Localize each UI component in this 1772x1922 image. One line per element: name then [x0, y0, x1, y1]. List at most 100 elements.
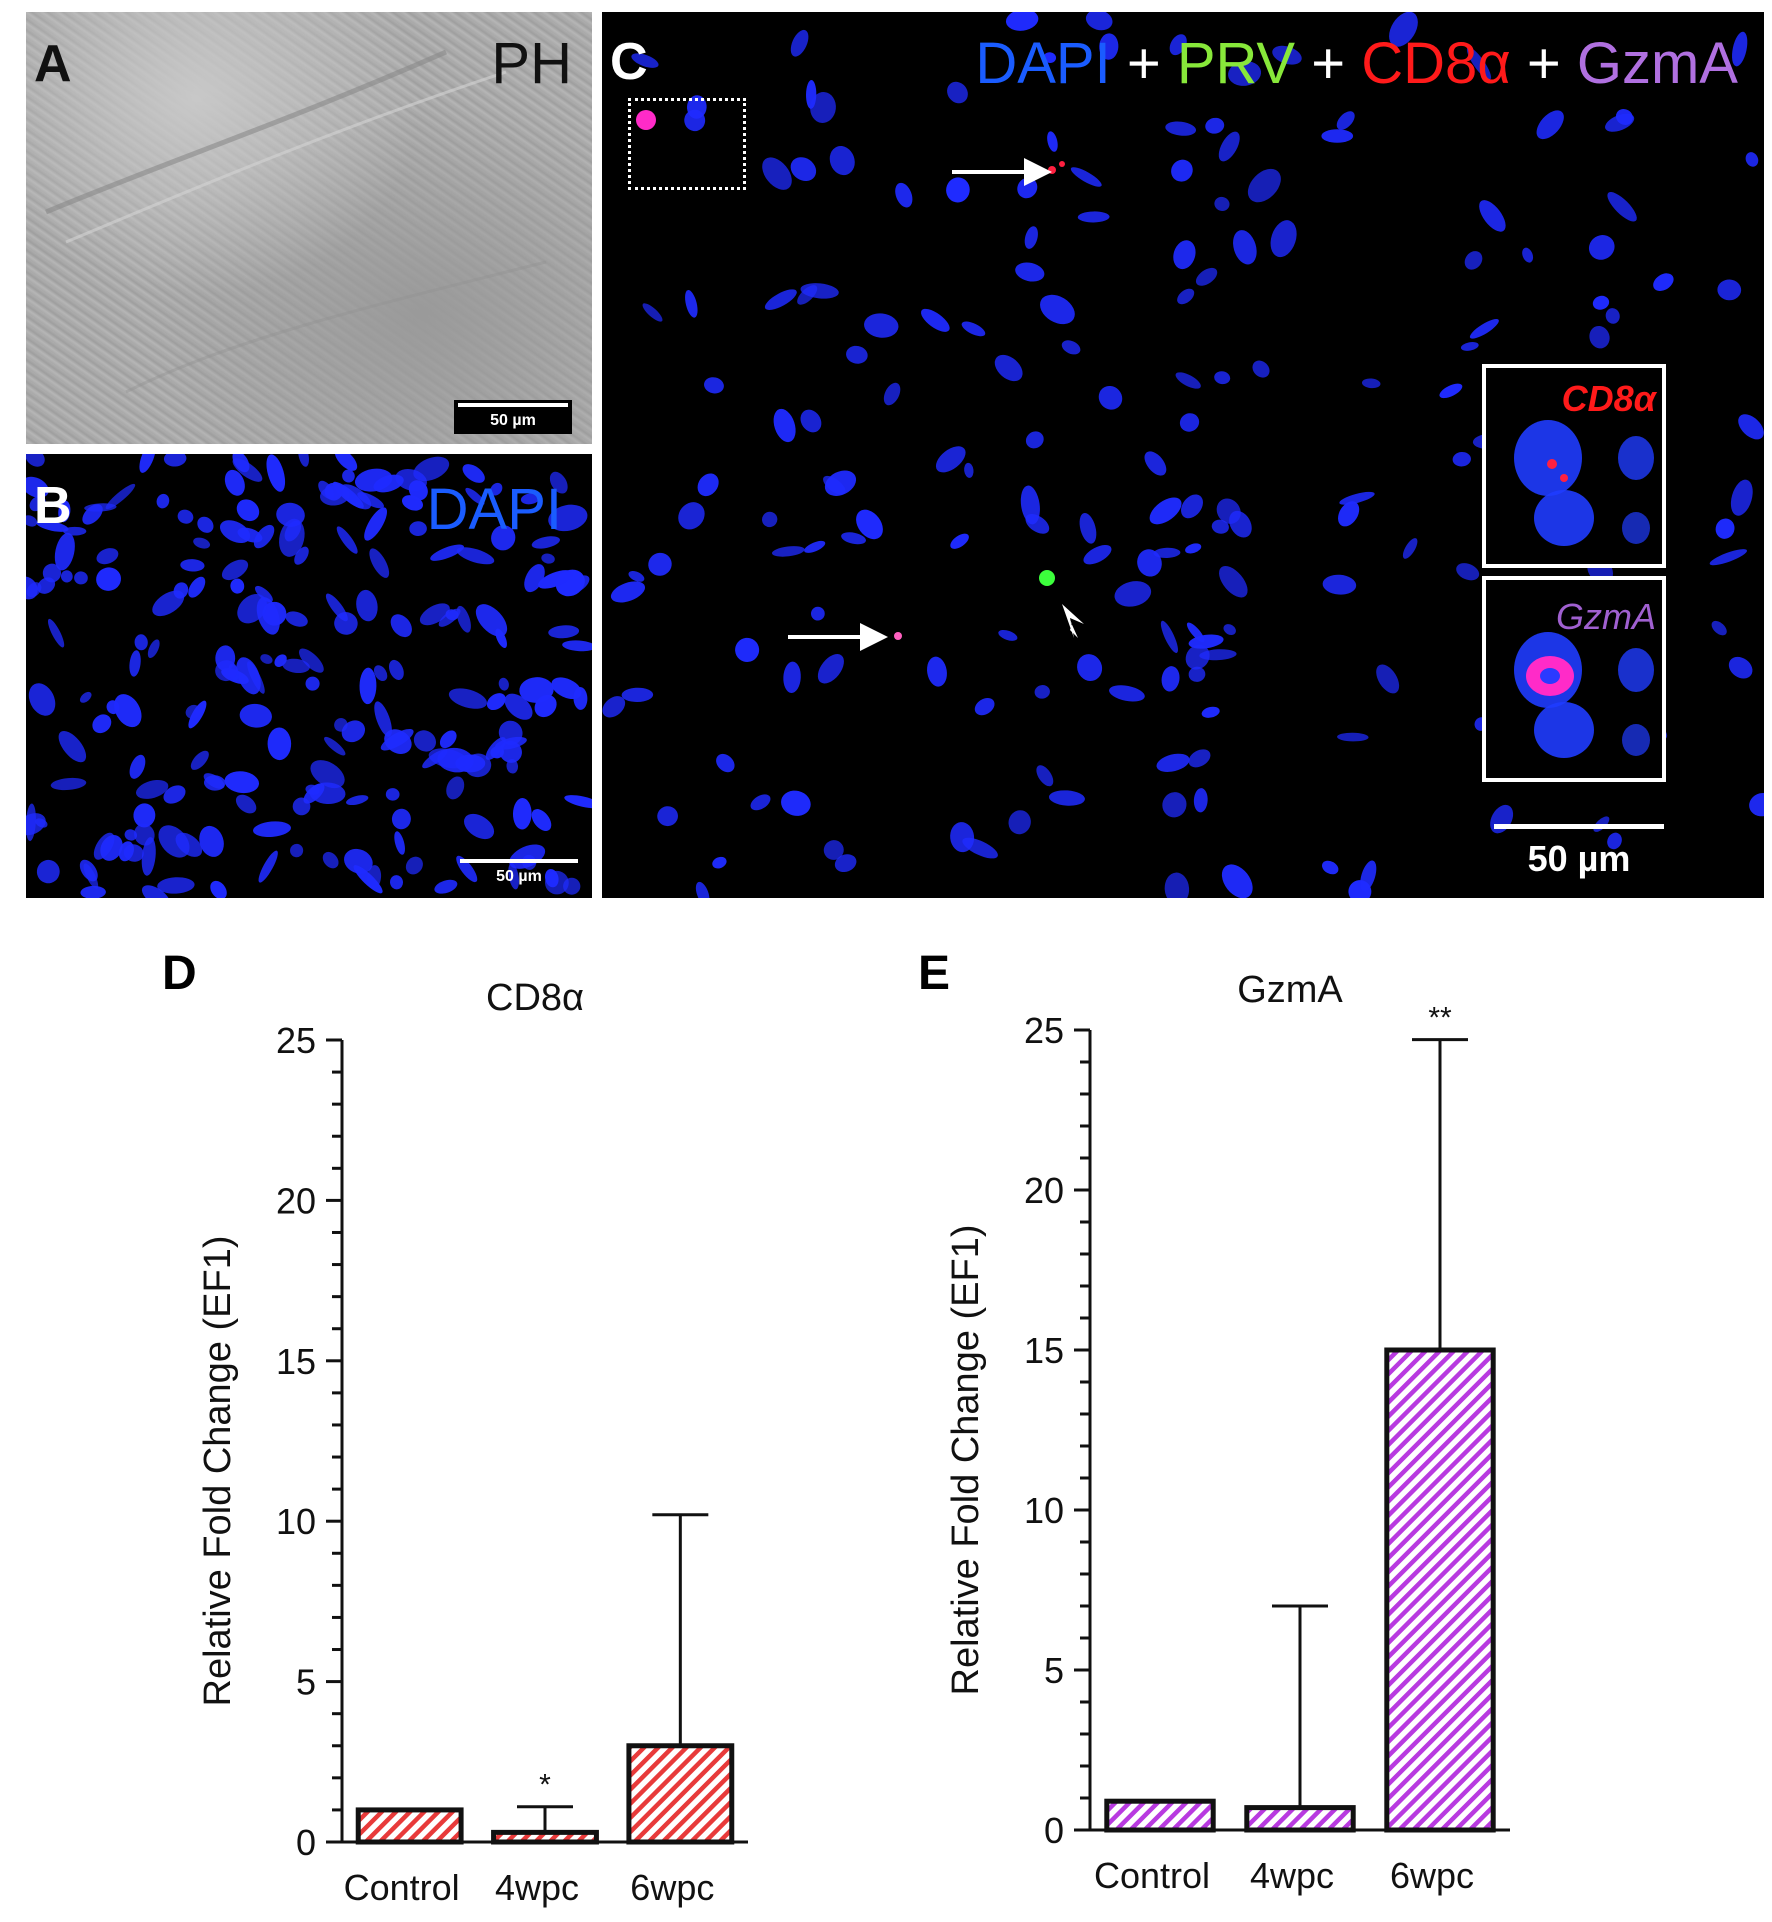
chart-title: CD8α: [486, 977, 584, 1019]
channel-prv: PRV: [1176, 31, 1296, 96]
nucleus: [26, 515, 38, 527]
nucleus: [491, 525, 516, 551]
nucleus: [1188, 666, 1206, 682]
nucleus: [498, 677, 509, 691]
nucleus: [322, 851, 339, 869]
nucleus: [1177, 288, 1195, 305]
nucleus: [163, 454, 187, 467]
nucleus: [697, 473, 719, 497]
nucleus: [1017, 177, 1038, 199]
nucleus: [282, 658, 310, 674]
chart-d-cd8a: CD8α Relative Fold Change (EF1) 0 5 10 15 20 25…: [197, 977, 748, 1908]
nucleus: [359, 667, 377, 705]
nucleus: [1361, 378, 1381, 389]
nucleus: [1043, 52, 1057, 63]
nucleus: [157, 877, 195, 894]
nucleus: [771, 546, 805, 557]
y-tick-label: 10: [1024, 1490, 1064, 1531]
nucleus: [58, 730, 87, 763]
nucleus: [193, 537, 211, 549]
nucleus: [946, 177, 970, 203]
nucleus: [610, 581, 646, 603]
nucleus: [810, 606, 825, 621]
nucleus: [1272, 45, 1302, 65]
nucleus: [790, 29, 809, 57]
nucleus: [1589, 325, 1610, 349]
nucleus: [1322, 860, 1339, 875]
nucleus: [1337, 732, 1369, 742]
nucleus: [883, 382, 901, 406]
nucleus: [1588, 235, 1615, 260]
panel-label-b: B: [34, 477, 72, 535]
nucleus: [37, 577, 56, 594]
inset-cd8a-label: CD8α: [1561, 378, 1656, 419]
nucleus: [1015, 262, 1045, 282]
nucleus: [1156, 753, 1190, 772]
x-tick-label: Control: [1094, 1855, 1210, 1896]
nucleus: [1389, 12, 1418, 47]
nucleus: [1228, 61, 1262, 86]
nucleus: [395, 468, 428, 492]
nucleus: [549, 471, 568, 494]
nucleus: [344, 848, 373, 874]
nucleus: [456, 605, 471, 633]
nucleus: [253, 821, 291, 838]
nucleus: [134, 823, 155, 846]
nucleus: [806, 80, 817, 109]
nucleus: [1179, 413, 1200, 432]
nucleus: [224, 771, 260, 794]
nucleus: [1077, 654, 1103, 681]
nucleus: [292, 797, 311, 816]
nucleus: [895, 182, 913, 208]
nucleus: [962, 837, 998, 859]
nucleus: [508, 862, 519, 890]
nucleus: [274, 654, 287, 667]
nucleus: [54, 532, 75, 571]
nucleus: [305, 784, 320, 795]
nucleus: [764, 289, 797, 310]
nucleus: [47, 618, 65, 648]
channel-plus-3: +: [1526, 31, 1561, 96]
nucleus: [1709, 549, 1748, 566]
inset-gzma-label: GzmA: [1555, 596, 1656, 637]
nucleus: [93, 832, 115, 860]
nucleus: [230, 578, 245, 594]
nucleus: [188, 700, 207, 729]
nucleus: [1070, 167, 1102, 187]
nucleus: [235, 794, 257, 814]
nucleus: [258, 850, 278, 883]
nucleus: [534, 694, 557, 718]
nucleus: [394, 831, 405, 855]
nucleus: [994, 354, 1023, 382]
panel-label-e: E: [918, 947, 951, 1000]
nucleus: [685, 290, 698, 318]
nucleus: [800, 409, 822, 433]
nucleus: [548, 625, 580, 639]
signal-dot: [1039, 570, 1055, 586]
nucleus: [846, 345, 868, 364]
y-tick-label: 25: [276, 1020, 316, 1061]
nucleus: [1439, 383, 1463, 399]
nucleus: [1185, 644, 1210, 670]
nucleus: [564, 795, 592, 809]
bar: [355, 1807, 464, 1845]
nucleus: [1536, 110, 1564, 140]
nucleus: [152, 590, 185, 617]
nucleus: [305, 676, 320, 691]
scalebar-line-a: [458, 403, 568, 407]
nucleus: [1205, 117, 1225, 134]
nucleus: [1322, 574, 1357, 595]
nucleus: [1728, 656, 1753, 679]
channel-label-ph: PH: [491, 31, 572, 96]
nucleus: [224, 469, 245, 496]
nucleus: [58, 500, 71, 523]
nucleus: [388, 659, 404, 681]
nucleus: [419, 603, 450, 626]
nucleus: [1008, 810, 1031, 835]
nucleus: [96, 567, 121, 591]
phase-texture: [45, 49, 547, 394]
nucleus: [1199, 649, 1237, 661]
nucleus: [1164, 872, 1190, 898]
nucleus: [1024, 226, 1038, 249]
nucleus: [1466, 47, 1492, 80]
